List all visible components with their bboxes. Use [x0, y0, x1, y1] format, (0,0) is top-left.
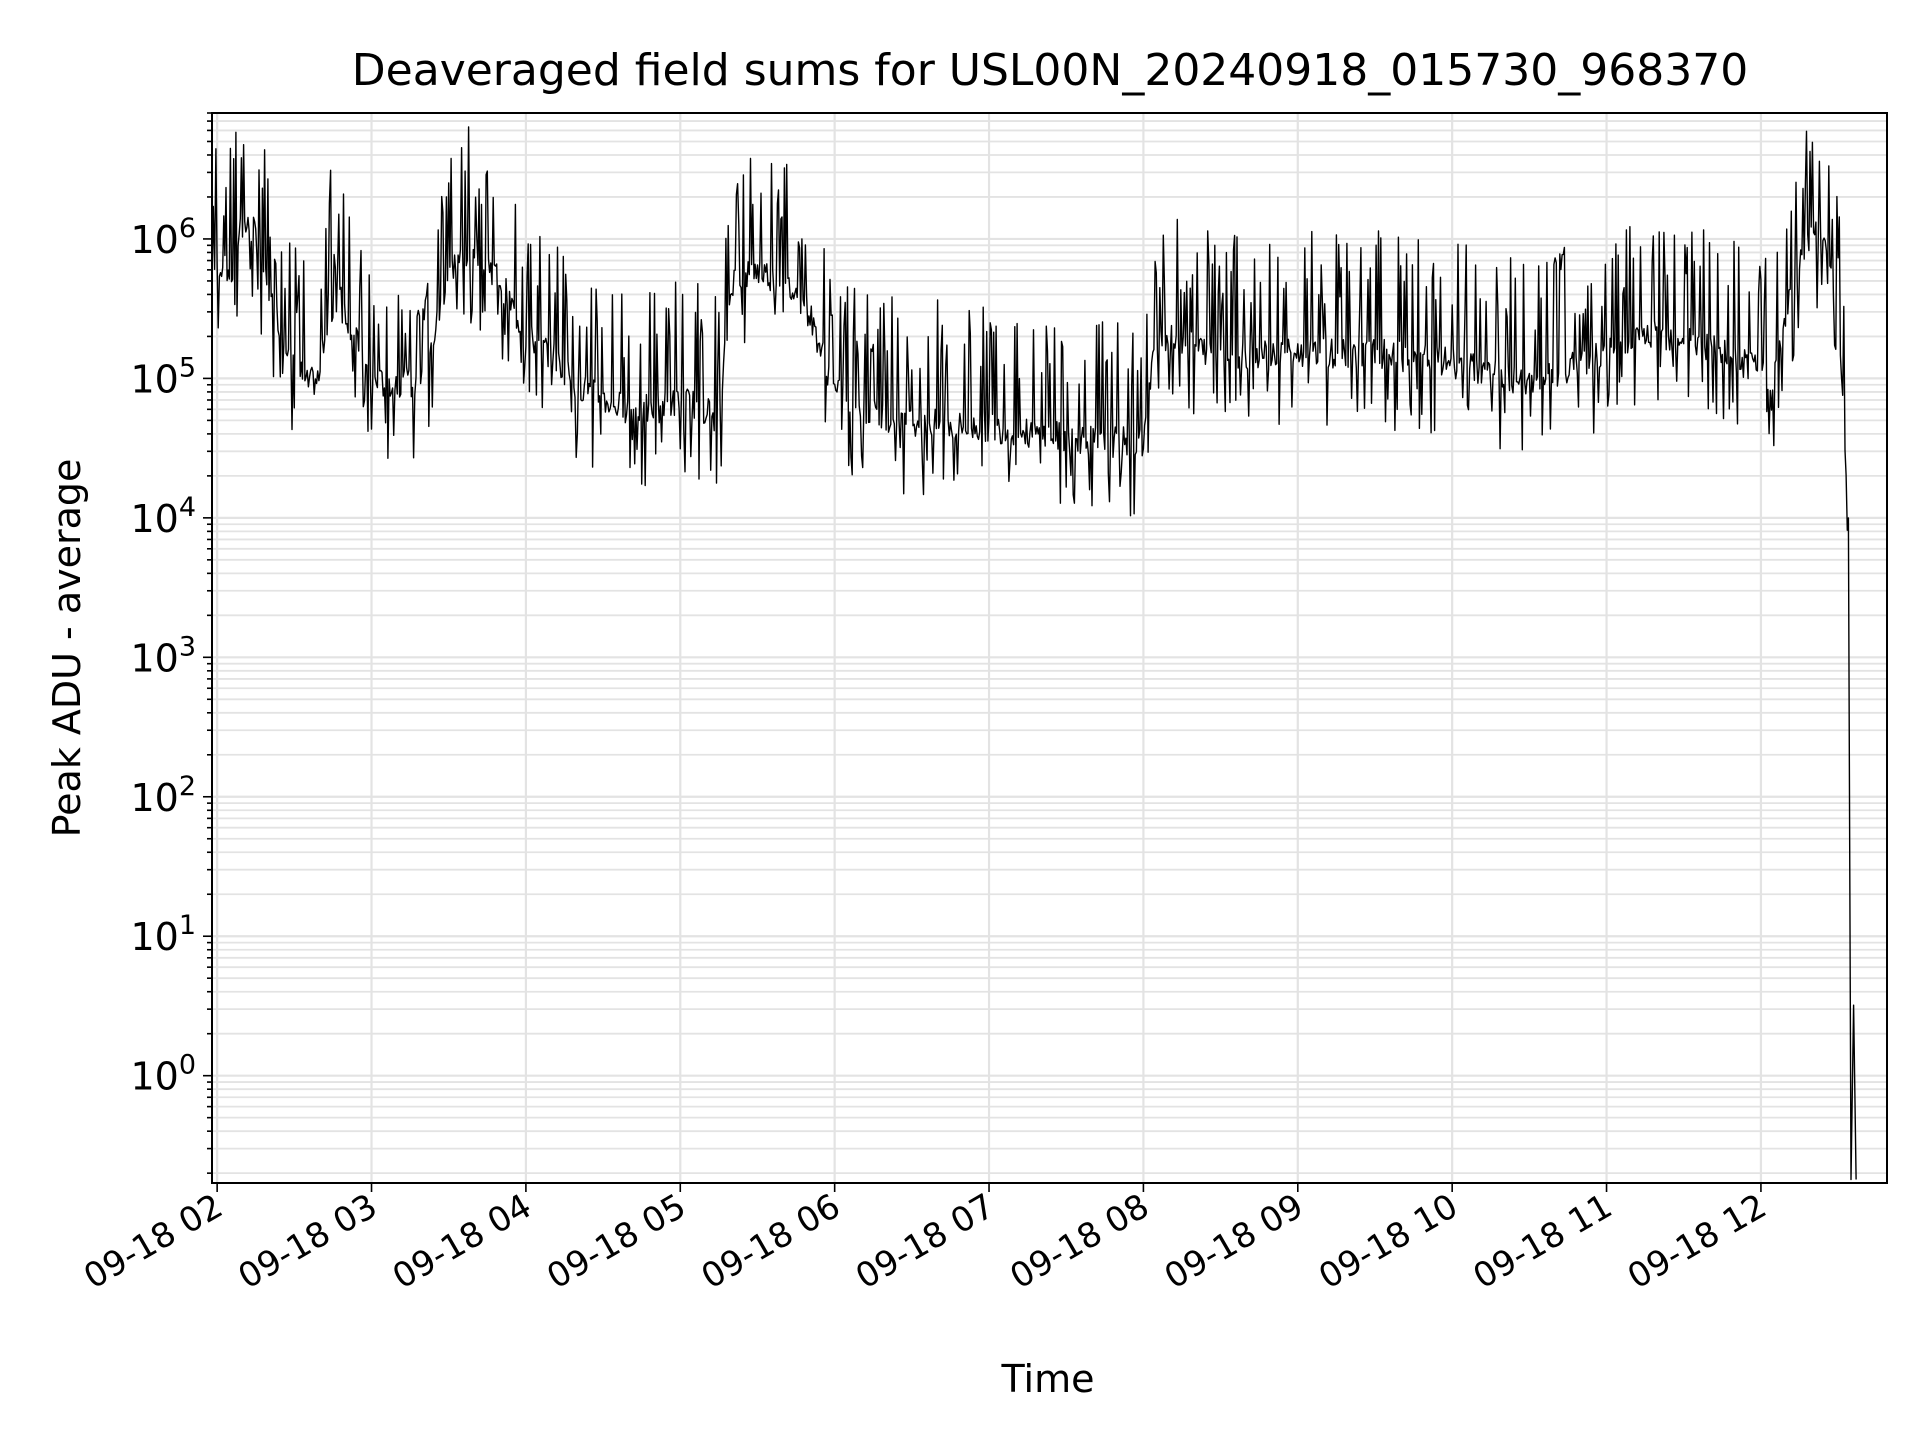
y-tick-base: 10	[130, 497, 178, 541]
y-tick-label: 104	[130, 492, 196, 541]
chart-title: Deaveraged field sums for USL00N_2024091…	[352, 45, 1748, 96]
plot-frame	[211, 112, 1888, 1184]
y-tick-base: 10	[130, 218, 178, 262]
y-tick-exponent: 3	[179, 631, 196, 662]
series-line-0	[211, 126, 1857, 1181]
y-tick-exponent: 0	[179, 1050, 196, 1081]
y-tick-base: 10	[130, 915, 178, 959]
y-tick-base: 10	[130, 636, 178, 680]
y-axis-label: Peak ADU - average	[45, 459, 89, 838]
y-tick-label: 103	[130, 631, 196, 680]
y-tick-label: 105	[130, 352, 196, 401]
y-tick-exponent: 4	[179, 492, 196, 523]
y-tick-exponent: 6	[179, 213, 196, 244]
y-tick-base: 10	[130, 776, 178, 820]
y-tick-base: 10	[130, 357, 178, 401]
y-tick-exponent: 2	[179, 771, 196, 802]
y-tick-base: 10	[130, 1055, 178, 1099]
y-tick-label: 100	[130, 1050, 196, 1099]
y-tick-exponent: 5	[179, 352, 196, 383]
y-tick-label: 106	[130, 213, 196, 262]
series-layer	[211, 126, 1857, 1181]
y-tick-exponent: 1	[179, 910, 196, 941]
x-axis-label: Time	[1001, 1357, 1095, 1401]
y-tick-label: 102	[130, 771, 196, 820]
y-tick-label: 101	[130, 910, 196, 959]
